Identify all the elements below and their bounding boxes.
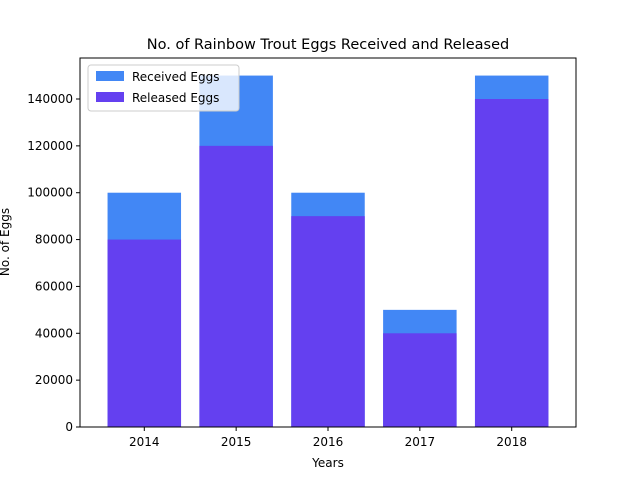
- legend-swatch-released: [96, 92, 124, 102]
- x-tick-label-2015: 2015: [221, 435, 252, 449]
- chart-title: No. of Rainbow Trout Eggs Received and R…: [147, 37, 509, 53]
- y-tick-label-120000: 120000: [27, 139, 73, 153]
- bar-released-2016: [291, 216, 365, 427]
- y-tick-label-20000: 20000: [35, 373, 73, 387]
- x-tick-label-2014: 2014: [129, 435, 160, 449]
- y-tick-label-140000: 140000: [27, 92, 73, 106]
- legend-label-received: Received Eggs: [132, 70, 219, 84]
- legend-box: [87, 64, 240, 112]
- plot-area: 2014 2015 2016 2017 2018 0 20000 40000 60000 8000…: [27, 57, 577, 449]
- bar-released-2017: [383, 333, 457, 427]
- bar-released-2018: [474, 99, 549, 427]
- x-tick-label-2017: 2017: [405, 435, 436, 449]
- legend-swatch-received: [96, 71, 124, 81]
- legend: Received Eggs Released Eggs: [87, 64, 240, 112]
- y-tick-label-80000: 80000: [35, 233, 73, 247]
- y-tick-label-40000: 40000: [35, 326, 73, 340]
- y-axis-label: No. of Eggs: [0, 208, 12, 276]
- x-tick-label-2018: 2018: [496, 435, 527, 449]
- y-tick-label-100000: 100000: [27, 186, 73, 200]
- legend-label-released: Released Eggs: [132, 91, 219, 105]
- x-axis-label: Years: [311, 456, 344, 470]
- bar-released-2014: [107, 239, 182, 427]
- y-tick-label-60000: 60000: [35, 279, 73, 293]
- y-tick-label-0: 0: [65, 420, 73, 434]
- bar-released-2015: [199, 145, 273, 427]
- x-tick-label-2016: 2016: [313, 435, 344, 449]
